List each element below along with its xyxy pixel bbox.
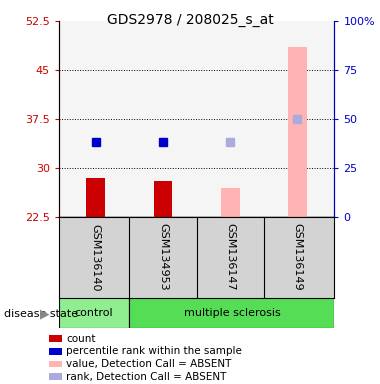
Text: ▶: ▶ — [40, 307, 50, 320]
Text: count: count — [66, 334, 96, 344]
Text: multiple sclerosis: multiple sclerosis — [184, 308, 280, 318]
Bar — [59, 298, 130, 328]
Text: GSM136149: GSM136149 — [293, 223, 302, 291]
Bar — [288, 47, 307, 217]
Text: value, Detection Call = ABSENT: value, Detection Call = ABSENT — [66, 359, 232, 369]
Text: disease state: disease state — [4, 309, 78, 319]
Bar — [154, 181, 173, 217]
Text: percentile rank within the sample: percentile rank within the sample — [66, 346, 242, 356]
Text: GSM136140: GSM136140 — [91, 223, 101, 291]
Text: GSM134953: GSM134953 — [158, 223, 168, 291]
Bar — [130, 298, 334, 328]
Text: GSM136147: GSM136147 — [225, 223, 235, 291]
Bar — [221, 188, 240, 217]
Text: GDS2978 / 208025_s_at: GDS2978 / 208025_s_at — [107, 13, 273, 27]
Text: control: control — [75, 308, 114, 318]
Text: rank, Detection Call = ABSENT: rank, Detection Call = ABSENT — [66, 372, 227, 382]
Bar — [87, 178, 105, 217]
